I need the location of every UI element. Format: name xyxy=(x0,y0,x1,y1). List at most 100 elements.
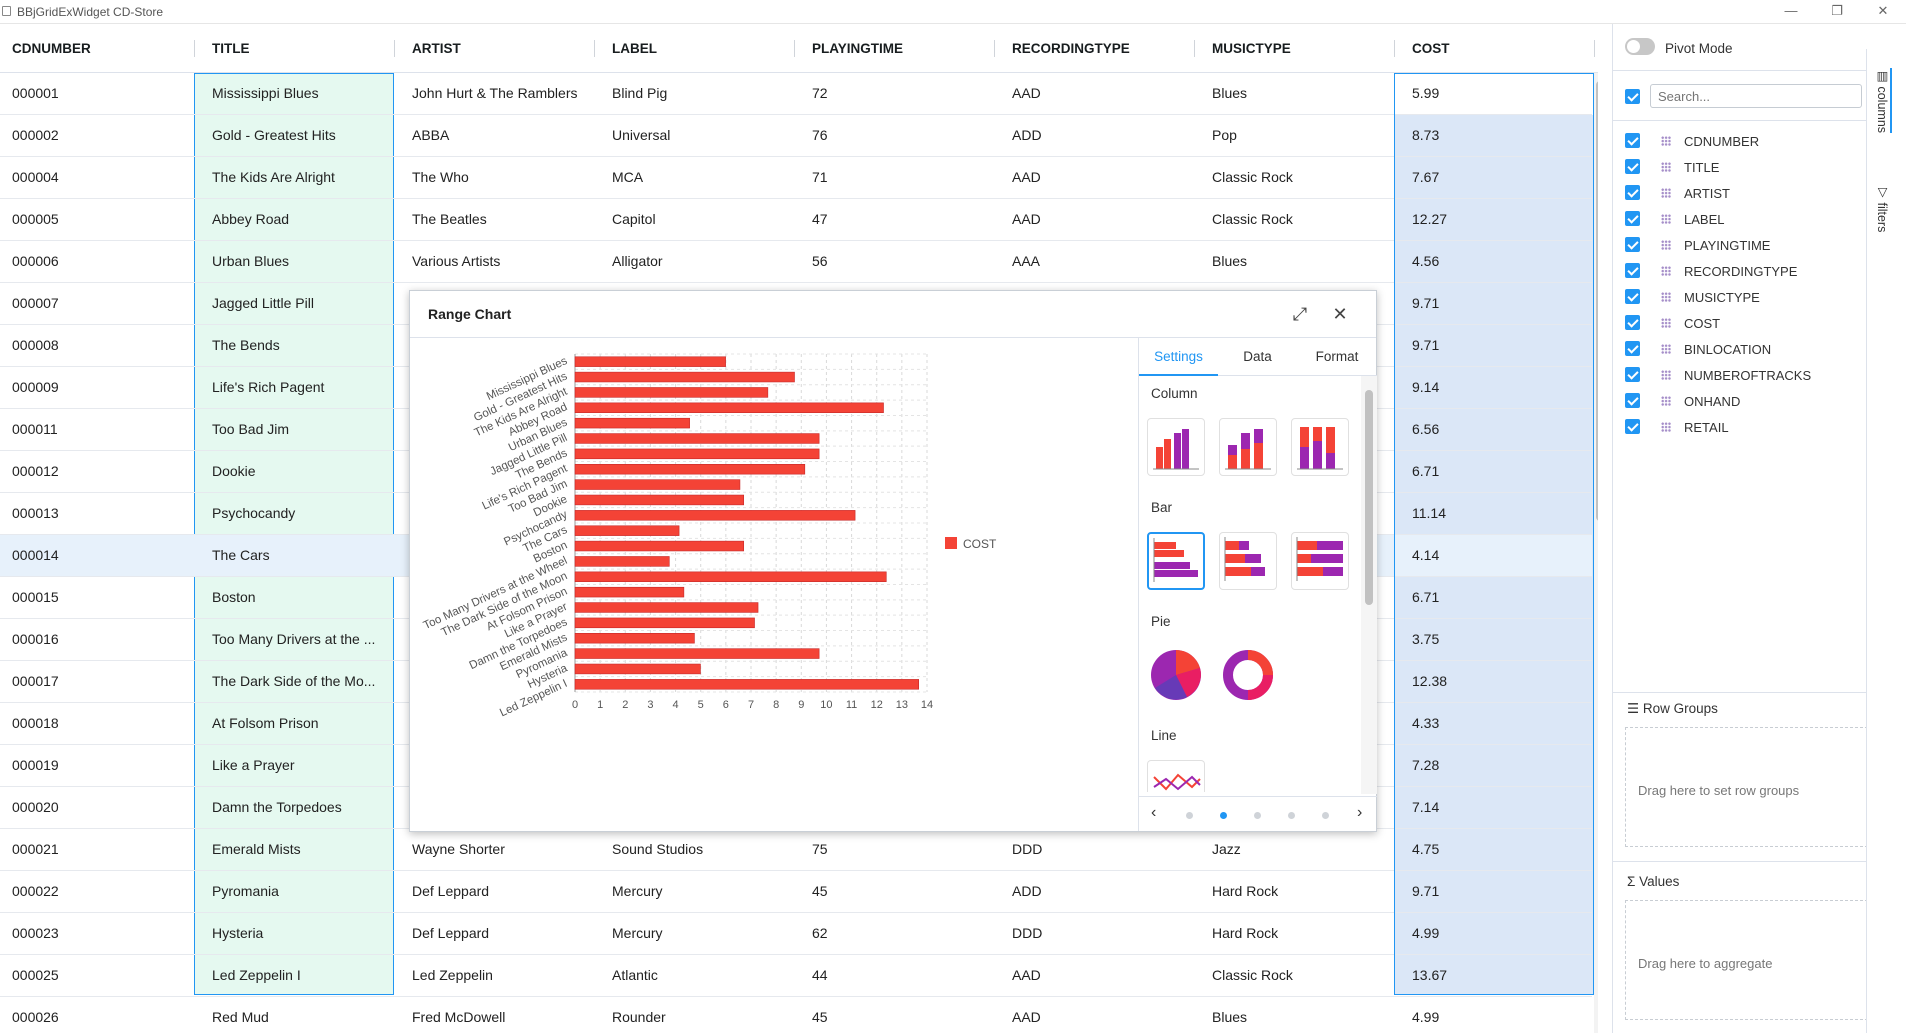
column-checkbox[interactable] xyxy=(1625,393,1640,408)
cell-musictype[interactable]: Classic Rock xyxy=(1212,169,1293,185)
cell-label[interactable]: Universal xyxy=(612,127,671,143)
header-separator[interactable] xyxy=(594,40,595,57)
grouped-bar-chart-option[interactable] xyxy=(1147,532,1205,590)
cell-artist[interactable]: Various Artists xyxy=(412,253,501,269)
cell-title[interactable]: Too Bad Jim xyxy=(212,421,290,437)
cell-title[interactable]: Like a Prayer xyxy=(212,757,295,773)
cell-cost[interactable]: 6.56 xyxy=(1412,421,1440,437)
tab-format[interactable]: Format xyxy=(1315,349,1359,364)
chevron-right-icon[interactable]: › xyxy=(1357,804,1363,821)
cell-cdnumber[interactable]: 000026 xyxy=(12,1009,59,1025)
stacked-bar-chart-option[interactable] xyxy=(1219,532,1277,590)
cell-title[interactable]: Pyromania xyxy=(212,883,279,899)
cell-artist[interactable]: The Who xyxy=(412,169,469,185)
cell-musictype[interactable]: Classic Rock xyxy=(1212,211,1293,227)
cell-artist[interactable]: Wayne Shorter xyxy=(412,841,505,857)
stacked-column-chart-option[interactable] xyxy=(1219,418,1277,476)
cell-cost[interactable]: 5.99 xyxy=(1412,85,1440,101)
column-list-item[interactable]: MUSICTYPE xyxy=(1613,284,1906,310)
table-row[interactable]: 000025 Led Zeppelin I Led Zeppelin Atlantic… xyxy=(0,955,1592,997)
cell-musictype[interactable]: Hard Rock xyxy=(1212,925,1279,941)
cell-label[interactable]: Blind Pig xyxy=(612,85,668,101)
cell-recordingtype[interactable]: ADD xyxy=(1012,127,1042,143)
drag-handle-icon[interactable] xyxy=(1661,266,1671,276)
column-checkbox[interactable] xyxy=(1625,237,1640,252)
cell-cost[interactable]: 6.71 xyxy=(1412,589,1440,605)
header-separator[interactable] xyxy=(1594,40,1595,57)
cell-label[interactable]: Mercury xyxy=(612,925,663,941)
cell-cdnumber[interactable]: 000015 xyxy=(12,589,59,605)
cell-title[interactable]: Life's Rich Pagent xyxy=(212,379,325,395)
close-window-button[interactable]: ✕ xyxy=(1877,3,1889,18)
cell-artist[interactable]: Fred McDowell xyxy=(412,1009,506,1025)
cell-cdnumber[interactable]: 000008 xyxy=(12,337,59,353)
drag-handle-icon[interactable] xyxy=(1661,292,1671,302)
cell-cdnumber[interactable]: 000017 xyxy=(12,673,59,689)
cell-cdnumber[interactable]: 000019 xyxy=(12,757,59,773)
cell-cost[interactable]: 4.14 xyxy=(1412,547,1440,563)
cell-title[interactable]: The Bends xyxy=(212,337,280,353)
cell-label[interactable]: Capitol xyxy=(612,211,656,227)
cell-playingtime[interactable]: 47 xyxy=(812,211,828,227)
column-list-item[interactable]: LABEL xyxy=(1613,206,1906,232)
column-checkbox[interactable] xyxy=(1625,133,1640,148)
cell-title[interactable]: The Kids Are Alright xyxy=(212,169,335,185)
settings-scrollbar[interactable] xyxy=(1361,376,1377,794)
cell-cost[interactable]: 4.99 xyxy=(1412,1009,1440,1025)
cell-title[interactable]: Emerald Mists xyxy=(212,841,301,857)
page-dot[interactable] xyxy=(1220,812,1227,819)
cell-musictype[interactable]: Blues xyxy=(1212,85,1248,101)
tab-settings[interactable]: Settings xyxy=(1139,338,1218,376)
header-playingtime[interactable]: PLAYINGTIME xyxy=(812,41,904,56)
cell-title[interactable]: The Dark Side of the Mo... xyxy=(212,673,376,689)
column-list-item[interactable]: TITLE xyxy=(1613,154,1906,180)
grouped-column-chart-option[interactable] xyxy=(1147,418,1205,476)
cell-cdnumber[interactable]: 000007 xyxy=(12,295,59,311)
cell-title[interactable]: The Cars xyxy=(212,547,270,563)
cell-title[interactable]: Psychocandy xyxy=(212,505,296,521)
close-icon[interactable]: ✕ xyxy=(1332,304,1348,324)
pivot-mode-toggle[interactable] xyxy=(1625,38,1655,55)
cell-cost[interactable]: 12.38 xyxy=(1412,673,1448,689)
page-dot[interactable] xyxy=(1186,812,1193,819)
column-list-item[interactable]: RETAIL xyxy=(1613,414,1906,440)
cell-cdnumber[interactable]: 000016 xyxy=(12,631,59,647)
cell-recordingtype[interactable]: ADD xyxy=(1012,883,1042,899)
cell-playingtime[interactable]: 56 xyxy=(812,253,828,269)
cell-musictype[interactable]: Blues xyxy=(1212,1009,1248,1025)
doughnut-chart-option[interactable] xyxy=(1219,646,1277,704)
cell-recordingtype[interactable]: AAD xyxy=(1012,85,1041,101)
cell-cost[interactable]: 4.33 xyxy=(1412,715,1440,731)
chevron-left-icon[interactable]: ‹ xyxy=(1151,804,1157,821)
cell-title[interactable]: Boston xyxy=(212,589,256,605)
row-groups-dropzone[interactable]: Drag here to set row groups xyxy=(1625,727,1868,847)
drag-handle-icon[interactable] xyxy=(1661,370,1671,380)
cell-playingtime[interactable]: 45 xyxy=(812,883,828,899)
header-separator[interactable] xyxy=(994,40,995,57)
table-row[interactable]: 000005 Abbey Road The Beatles Capitol 47 AAD C… xyxy=(0,199,1592,241)
restore-button[interactable]: ❐ xyxy=(1831,3,1843,18)
header-separator[interactable] xyxy=(194,40,195,57)
column-list-item[interactable]: NUMBEROFTRACKS xyxy=(1613,362,1906,388)
cell-recordingtype[interactable]: DDD xyxy=(1012,925,1043,941)
header-separator[interactable] xyxy=(394,40,395,57)
column-search-input[interactable] xyxy=(1650,84,1862,108)
cell-artist[interactable]: Def Leppard xyxy=(412,925,490,941)
cell-title[interactable]: Hysteria xyxy=(212,925,264,941)
column-checkbox[interactable] xyxy=(1625,185,1640,200)
cell-title[interactable]: Abbey Road xyxy=(212,211,290,227)
grid-vertical-scrollbar[interactable] xyxy=(1594,73,1598,1033)
cell-label[interactable]: Atlantic xyxy=(612,967,658,983)
cell-recordingtype[interactable]: AAD xyxy=(1012,967,1041,983)
table-row[interactable]: 000021 Emerald Mists Wayne Shorter Sound St… xyxy=(0,829,1592,871)
cell-artist[interactable]: Def Leppard xyxy=(412,883,490,899)
normalized-bar-chart-option[interactable] xyxy=(1291,532,1349,590)
cell-cost[interactable]: 9.14 xyxy=(1412,379,1440,395)
cell-cost[interactable]: 12.27 xyxy=(1412,211,1448,227)
column-list-item[interactable]: COST xyxy=(1613,310,1906,336)
cell-cdnumber[interactable]: 000009 xyxy=(12,379,59,395)
cell-cdnumber[interactable]: 000012 xyxy=(12,463,59,479)
cell-cost[interactable]: 4.75 xyxy=(1412,841,1440,857)
header-recordingtype[interactable]: RECORDINGTYPE xyxy=(1012,41,1130,56)
cell-artist[interactable]: ABBA xyxy=(412,127,450,143)
